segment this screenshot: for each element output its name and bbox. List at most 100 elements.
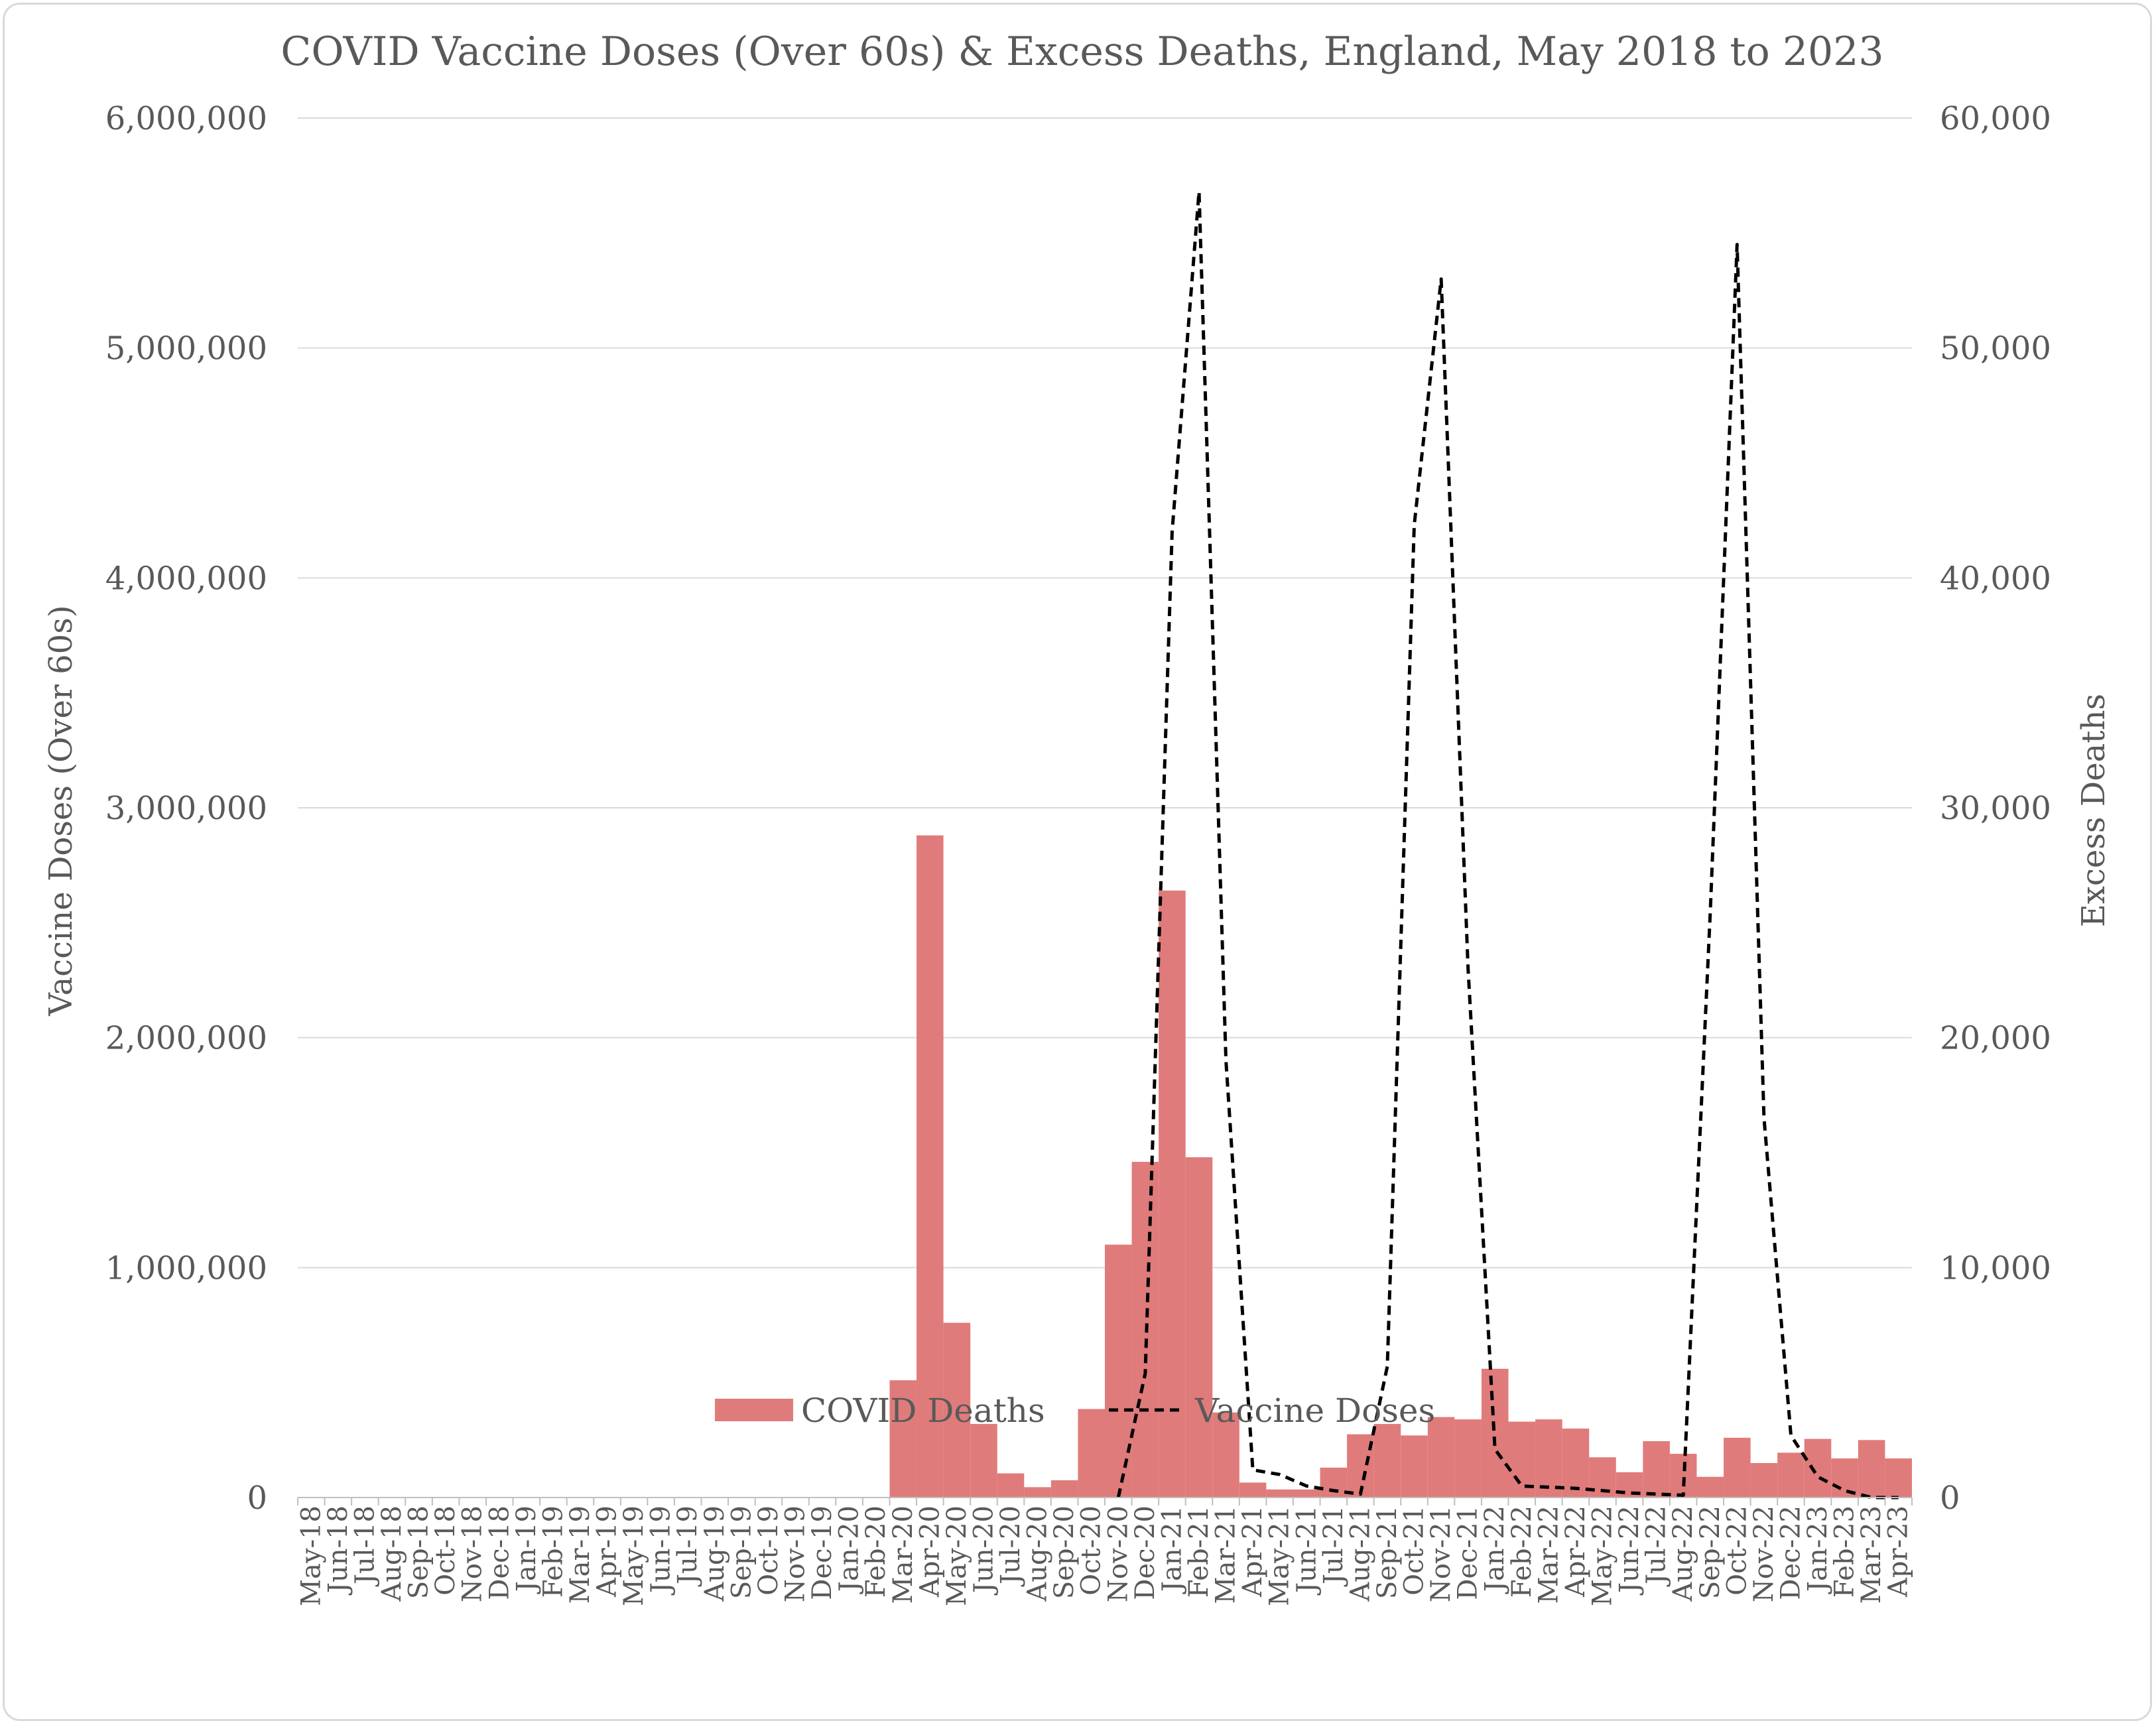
x-tick-label: Oct-20 bbox=[1076, 1505, 1107, 1596]
bar-Feb-21 bbox=[1185, 1157, 1213, 1498]
right-tick-label: 50,000 bbox=[1940, 330, 2051, 367]
x-tick-label: Jan-22 bbox=[1480, 1505, 1510, 1594]
x-tick-label: May-18 bbox=[296, 1505, 326, 1606]
bar-Jan-22 bbox=[1481, 1368, 1509, 1498]
right-tick-label: 20,000 bbox=[1940, 1020, 2051, 1057]
x-tick-label: Nov-22 bbox=[1749, 1505, 1779, 1602]
bar-Oct-21 bbox=[1401, 1435, 1428, 1498]
x-tick-label: Sep-21 bbox=[1372, 1505, 1403, 1599]
legend-label-covid-deaths: COVID Deaths bbox=[801, 1391, 1045, 1430]
x-tick-label: Mar-19 bbox=[565, 1505, 596, 1604]
x-tick-label: Jul-18 bbox=[349, 1505, 380, 1587]
x-tick-label: Jul-19 bbox=[672, 1505, 703, 1587]
chart-frame bbox=[3, 3, 2152, 1721]
left-tick-label: 4,000,000 bbox=[105, 560, 267, 597]
x-tick-label: Jun-19 bbox=[646, 1505, 676, 1596]
x-tick-label: Mar-20 bbox=[888, 1505, 919, 1604]
bar-Mar-21 bbox=[1212, 1412, 1239, 1498]
bar-May-20 bbox=[943, 1322, 971, 1498]
x-tick-label: Aug-18 bbox=[377, 1505, 407, 1602]
bar-Feb-23 bbox=[1831, 1458, 1858, 1498]
x-tick-label: Aug-19 bbox=[700, 1505, 730, 1602]
bar-Mar-20 bbox=[889, 1380, 917, 1498]
x-tick-label: Aug-20 bbox=[1023, 1505, 1053, 1602]
bar-Nov-21 bbox=[1427, 1417, 1455, 1498]
right-tick-label: 40,000 bbox=[1940, 560, 2051, 597]
x-tick-label: Feb-22 bbox=[1507, 1505, 1537, 1598]
x-tick-label: Dec-20 bbox=[1130, 1505, 1161, 1600]
bar-Apr-22 bbox=[1562, 1429, 1590, 1498]
x-axis: May-18Jun-18Jul-18Aug-18Sep-18Oct-18Nov-… bbox=[296, 1497, 1914, 1606]
legend-label-vaccine-doses: Vaccine Doses bbox=[1194, 1391, 1435, 1430]
x-tick-label: Jul-20 bbox=[995, 1505, 1026, 1587]
x-tick-label: Jan-21 bbox=[1157, 1505, 1187, 1594]
bar-Mar-22 bbox=[1535, 1419, 1562, 1498]
bar-Sep-21 bbox=[1373, 1424, 1401, 1498]
bar-Jul-21 bbox=[1320, 1467, 1348, 1498]
x-tick-label: Sep-20 bbox=[1049, 1505, 1080, 1599]
x-tick-label: May-19 bbox=[619, 1505, 649, 1606]
x-tick-label: Feb-20 bbox=[861, 1505, 891, 1598]
x-tick-label: Apr-20 bbox=[915, 1505, 945, 1598]
bar-Oct-20 bbox=[1078, 1409, 1105, 1498]
x-tick-label: May-22 bbox=[1587, 1505, 1617, 1606]
bar-Jun-20 bbox=[970, 1424, 997, 1498]
bar-Jun-21 bbox=[1293, 1489, 1320, 1498]
left-tick-label: 2,000,000 bbox=[105, 1020, 267, 1057]
x-tick-label: Apr-23 bbox=[1883, 1505, 1914, 1598]
chart-title: COVID Vaccine Doses (Over 60s) & Excess … bbox=[281, 29, 1883, 75]
bar-Jul-22 bbox=[1643, 1441, 1670, 1498]
bar-Nov-22 bbox=[1750, 1463, 1778, 1498]
x-tick-label: Apr-19 bbox=[592, 1505, 623, 1598]
left-tick-label: 3,000,000 bbox=[105, 790, 267, 827]
x-tick-label: Mar-21 bbox=[1211, 1505, 1241, 1604]
x-tick-label: Feb-19 bbox=[538, 1505, 568, 1598]
right-tick-label: 30,000 bbox=[1940, 790, 2051, 827]
x-tick-label: Nov-21 bbox=[1426, 1505, 1456, 1602]
left-tick-label: 1,000,000 bbox=[105, 1249, 267, 1287]
x-tick-label: Nov-18 bbox=[458, 1505, 488, 1602]
right-tick-label: 10,000 bbox=[1940, 1249, 2051, 1287]
right-tick-label: 60,000 bbox=[1940, 100, 2051, 137]
left-axis-title: Vaccine Doses (Over 60s) bbox=[42, 605, 80, 1016]
x-tick-label: Apr-22 bbox=[1560, 1505, 1591, 1598]
x-tick-label: Jan-20 bbox=[834, 1505, 865, 1594]
x-tick-label: Dec-22 bbox=[1775, 1505, 1806, 1600]
x-tick-label: Oct-22 bbox=[1722, 1505, 1752, 1596]
x-tick-label: Jan-19 bbox=[511, 1505, 542, 1594]
x-tick-label: Dec-19 bbox=[807, 1505, 838, 1600]
x-tick-label: Oct-21 bbox=[1399, 1505, 1430, 1596]
x-tick-label: Sep-22 bbox=[1695, 1505, 1726, 1599]
x-tick-label: Jun-22 bbox=[1614, 1505, 1645, 1596]
x-tick-label: Apr-21 bbox=[1237, 1505, 1268, 1598]
left-tick-label: 0 bbox=[247, 1480, 267, 1517]
x-tick-label: May-20 bbox=[942, 1505, 972, 1606]
x-tick-label: Jul-22 bbox=[1641, 1505, 1672, 1587]
bar-Apr-23 bbox=[1885, 1458, 1912, 1498]
x-tick-label: Mar-23 bbox=[1856, 1505, 1887, 1604]
right-axis-title: Excess Deaths bbox=[2075, 694, 2112, 927]
bar-Nov-20 bbox=[1105, 1244, 1132, 1498]
legend-swatch-covid-deaths bbox=[715, 1399, 793, 1421]
bar-Jan-23 bbox=[1804, 1438, 1832, 1498]
left-axis-ticks: 0 1,000,000 2,000,000 3,000,000 4,000,000 5,0… bbox=[105, 100, 267, 1517]
x-tick-label: Aug-21 bbox=[1345, 1505, 1375, 1602]
right-tick-label: 0 bbox=[1940, 1480, 1960, 1517]
x-tick-label: Dec-21 bbox=[1453, 1505, 1484, 1600]
x-tick-label: Oct-19 bbox=[753, 1505, 784, 1596]
x-tick-label: Jun-18 bbox=[323, 1505, 353, 1596]
line-series-vaccine-doses bbox=[1116, 190, 1899, 1500]
left-tick-label: 5,000,000 bbox=[105, 330, 267, 367]
bar-Dec-22 bbox=[1777, 1452, 1805, 1498]
bar-Jan-21 bbox=[1159, 890, 1186, 1498]
bar-Jul-20 bbox=[997, 1473, 1025, 1498]
right-axis-ticks: 0 10,000 20,000 30,000 40,000 50,000 60,000 bbox=[1940, 100, 2051, 1517]
x-tick-label: Nov-20 bbox=[1103, 1505, 1133, 1602]
x-tick-label: Oct-18 bbox=[430, 1505, 461, 1596]
left-tick-label: 6,000,000 bbox=[105, 100, 267, 137]
bar-series-covid-deaths bbox=[889, 835, 1912, 1498]
x-tick-label: Feb-21 bbox=[1184, 1505, 1214, 1598]
bar-Sep-22 bbox=[1696, 1476, 1724, 1498]
legend: COVID Deaths Vaccine Doses bbox=[715, 1391, 1435, 1430]
